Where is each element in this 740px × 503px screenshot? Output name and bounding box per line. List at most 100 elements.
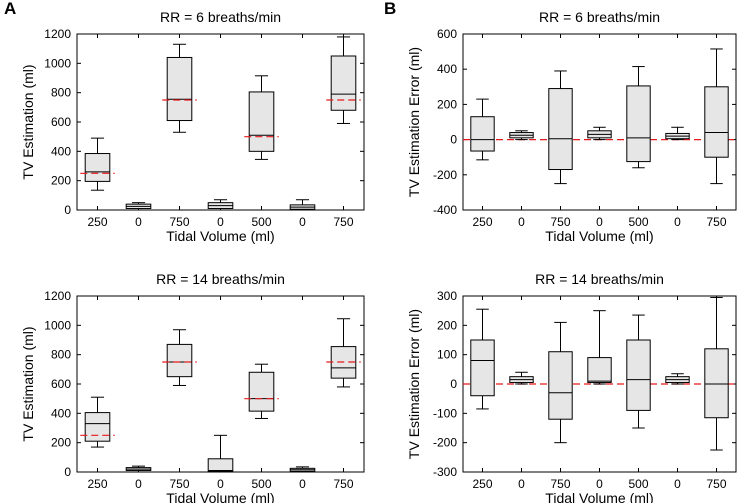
x-axis-label: Tidal Volume (ml) xyxy=(166,228,274,244)
x-tick-label: 0 xyxy=(135,477,142,491)
x-tick-label: 750 xyxy=(706,215,726,229)
y-tick-label: 100 xyxy=(437,348,457,362)
x-tick-label: 0 xyxy=(299,215,306,229)
chart-a-bottom: 0 200 400 600 800 1000 1200 250 0 750 0 500 0 750 RR =… xyxy=(20,271,365,503)
box-iqr xyxy=(704,86,729,158)
box-6 xyxy=(704,296,729,451)
box-1 xyxy=(125,202,152,211)
box-3 xyxy=(587,310,612,385)
box-2 xyxy=(166,43,193,133)
y-axis-label: TV Estimation Error (ml) xyxy=(406,309,422,459)
y-tick-label: 1000 xyxy=(44,56,71,70)
box-3 xyxy=(207,199,234,211)
x-tick-label: 0 xyxy=(518,477,525,491)
y-tick-label: -100 xyxy=(433,406,457,420)
box-3 xyxy=(587,126,612,141)
x-tick-label: 0 xyxy=(596,215,603,229)
x-tick-label: 0 xyxy=(596,477,603,491)
x-tick-label: 500 xyxy=(628,215,648,229)
x-tick-label: 0 xyxy=(674,215,681,229)
x-tick-label: 500 xyxy=(628,477,648,491)
box-iqr xyxy=(626,85,651,163)
x-tick-label: 0 xyxy=(518,215,525,229)
y-tick-label: -200 xyxy=(433,168,457,182)
y-tick-label: 1000 xyxy=(44,318,71,332)
y-tick-label: 1200 xyxy=(44,289,71,303)
box-iqr xyxy=(704,348,729,419)
y-tick-label: 0 xyxy=(64,465,71,479)
box-iqr xyxy=(166,56,193,122)
box-6 xyxy=(330,318,357,388)
x-tick-label: 750 xyxy=(333,215,353,229)
box-iqr xyxy=(548,88,573,171)
y-tick-label: 200 xyxy=(51,174,71,188)
y-axis-label: TV Estimation (ml) xyxy=(20,64,36,179)
x-tick-label: 750 xyxy=(333,477,353,491)
x-tick-label: 750 xyxy=(169,477,189,491)
panel-label-b: B xyxy=(384,0,397,18)
box-1 xyxy=(509,371,534,385)
x-tick-label: 500 xyxy=(251,477,271,491)
y-tick-label: -300 xyxy=(433,465,457,479)
x-tick-label: 500 xyxy=(251,215,271,229)
box-iqr xyxy=(470,116,495,152)
panel-label-a: A xyxy=(4,0,17,18)
box-4 xyxy=(626,314,651,429)
y-tick-label: 1200 xyxy=(44,27,71,41)
box-iqr xyxy=(84,153,111,182)
x-tick-label: 250 xyxy=(472,215,492,229)
box-4 xyxy=(248,363,275,419)
box-iqr xyxy=(248,371,275,412)
x-tick-label: 0 xyxy=(135,215,142,229)
x-tick-label: 750 xyxy=(706,477,726,491)
y-tick-label: 300 xyxy=(437,289,457,303)
y-tick-label: 600 xyxy=(51,115,71,129)
chart-title: RR = 6 breaths/min xyxy=(539,9,660,25)
y-tick-label: 0 xyxy=(64,203,71,217)
x-axis-label: Tidal Volume (ml) xyxy=(545,228,653,244)
box-2 xyxy=(166,329,193,386)
y-tick-label: 600 xyxy=(437,27,457,41)
box-4 xyxy=(626,66,651,169)
box-iqr xyxy=(548,351,573,420)
box-iqr xyxy=(587,357,612,384)
x-axis-label: Tidal Volume (ml) xyxy=(166,490,274,503)
y-tick-label: 400 xyxy=(437,62,457,76)
y-tick-label: 200 xyxy=(51,436,71,450)
x-tick-label: 0 xyxy=(299,477,306,491)
x-tick-label: 750 xyxy=(169,215,189,229)
y-axis-label: TV Estimation Error (ml) xyxy=(406,47,422,197)
box-1 xyxy=(125,465,152,473)
box-5 xyxy=(665,126,690,141)
chart-title: RR = 14 breaths/min xyxy=(156,271,285,287)
chart-title: RR = 6 breaths/min xyxy=(160,9,281,25)
box-iqr xyxy=(207,458,234,472)
x-tick-label: 750 xyxy=(550,477,570,491)
x-tick-label: 250 xyxy=(87,477,107,491)
x-tick-label: 750 xyxy=(550,215,570,229)
box-0 xyxy=(470,98,495,161)
box-iqr xyxy=(166,343,193,378)
chart-b-top: -400 -200 0 200 400 600 250 0 750 0 500 0 750 RR = 6 … xyxy=(406,9,737,244)
box-3 xyxy=(207,434,234,473)
chart-title: RR = 14 breaths/min xyxy=(535,271,664,287)
box-iqr xyxy=(84,412,111,442)
box-1 xyxy=(509,130,534,141)
y-tick-label: 800 xyxy=(51,348,71,362)
box-2 xyxy=(548,321,573,444)
axes-frame xyxy=(462,33,737,211)
box-iqr xyxy=(626,339,651,411)
axes-frame xyxy=(76,33,365,211)
box-0 xyxy=(84,396,111,448)
x-tick-label: 250 xyxy=(87,215,107,229)
y-tick-label: -200 xyxy=(433,436,457,450)
x-tick-label: 0 xyxy=(674,477,681,491)
box-5 xyxy=(665,373,690,385)
box-iqr xyxy=(470,339,495,397)
y-tick-label: -400 xyxy=(433,203,457,217)
box-6 xyxy=(704,48,729,185)
y-tick-label: 200 xyxy=(437,97,457,111)
box-iqr xyxy=(330,55,357,111)
y-tick-label: 800 xyxy=(51,86,71,100)
